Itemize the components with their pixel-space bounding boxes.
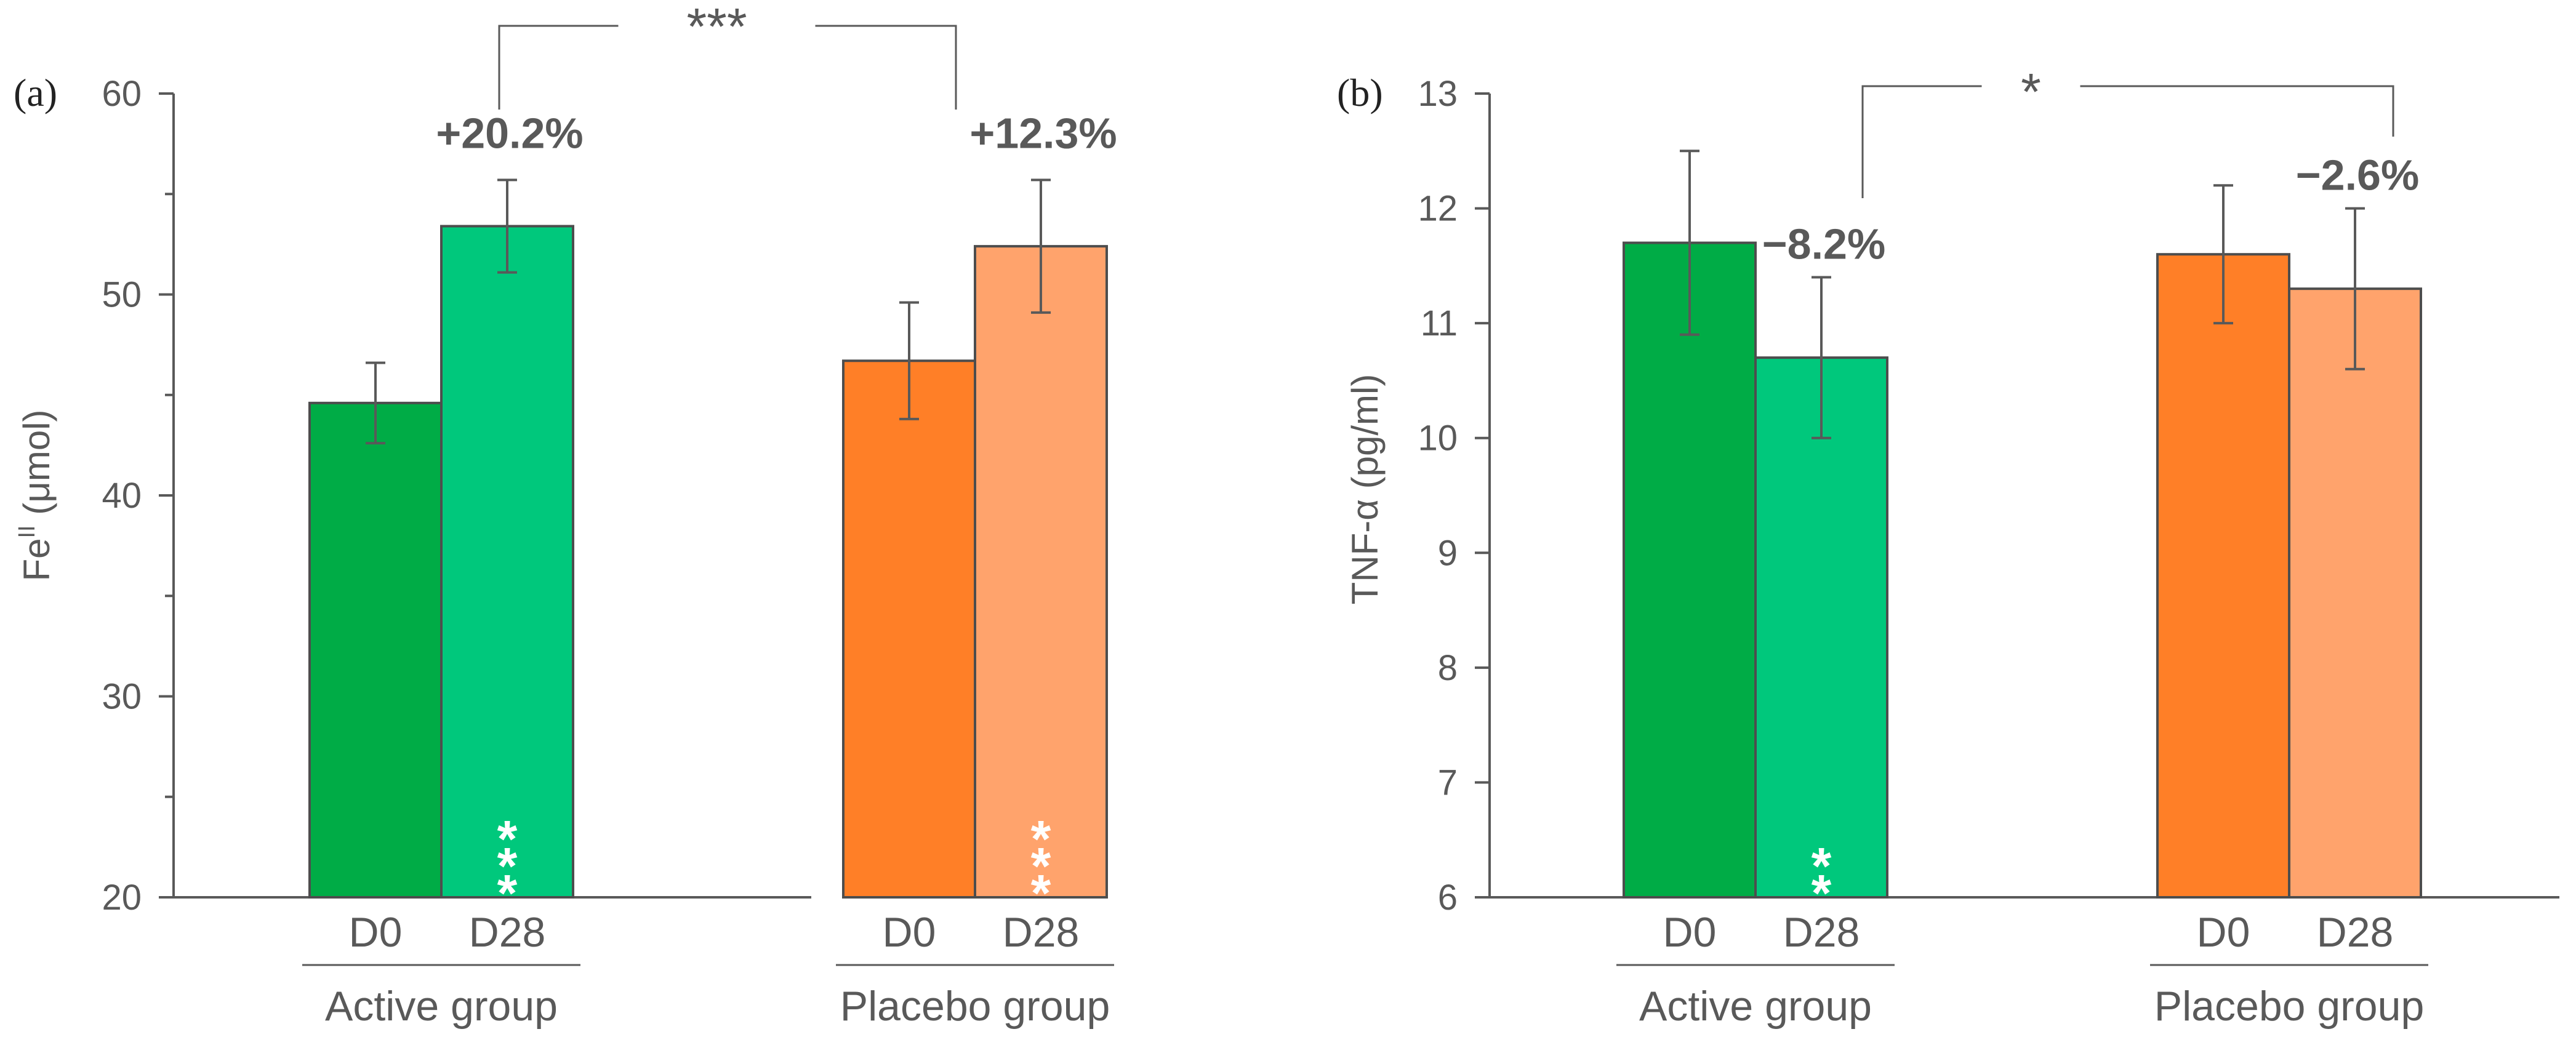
y-tick-label: 60: [102, 74, 142, 114]
bar-placebo-d28: [974, 245, 1108, 899]
y-tick-label: 8: [1438, 648, 1458, 688]
panel-letter: (b): [1337, 71, 1383, 114]
category-label: D28: [2317, 909, 2394, 956]
y-tick-label: 30: [102, 677, 142, 717]
bar-significance-asterisk: *: [497, 837, 518, 895]
y-tick-label: 10: [1418, 418, 1458, 458]
significance-bracket-right: [815, 25, 957, 110]
category-label: D28: [469, 909, 546, 956]
category-label: D0: [2197, 909, 2250, 956]
percent-change-label: −2.6%: [2296, 151, 2419, 199]
bar-active-d28: [1754, 356, 1888, 899]
group-label: Active group: [1639, 983, 1872, 1030]
y-tick-label: 12: [1418, 189, 1458, 229]
group-label: Placebo group: [2154, 983, 2425, 1030]
percent-change-label: −8.2%: [1762, 220, 1885, 268]
bar-significance-asterisk: *: [1031, 810, 1051, 868]
y-tick-label: 20: [102, 878, 142, 918]
bar-active-d28: [440, 225, 574, 899]
y-tick-label: 40: [102, 476, 142, 516]
category-label: D28: [1003, 909, 1080, 956]
bar-significance-asterisk: *: [497, 864, 518, 922]
bar-significance-asterisk: *: [1812, 864, 1832, 922]
category-label: D0: [1663, 909, 1717, 956]
bar-active-d0: [1623, 241, 1757, 899]
bar-significance-asterisk: *: [1031, 864, 1051, 922]
significance-bracket-right: [2080, 85, 2394, 137]
y-tick-label: 50: [102, 275, 142, 315]
bar-significance-asterisk: *: [1031, 837, 1051, 895]
bar-significance-asterisk: *: [1812, 837, 1832, 895]
y-tick-label: 13: [1418, 74, 1458, 114]
bar-significance-asterisk: *: [497, 810, 518, 868]
panel-letter: (a): [14, 71, 57, 114]
y-axis-title-unit: (μmol): [16, 409, 57, 525]
y-axis-title: FeII (μmol): [14, 409, 57, 581]
bar-placebo-d0: [842, 359, 976, 899]
y-tick-label: 7: [1438, 763, 1458, 803]
y-axis-title-main: Fe: [16, 538, 57, 581]
y-axis-title-sup: II: [14, 525, 40, 538]
between-group-significance: ***: [686, 0, 747, 55]
between-group-significance: *: [2021, 63, 2041, 121]
bar-placebo-d28: [2288, 287, 2422, 899]
category-label: D28: [1783, 909, 1860, 956]
category-label: D0: [349, 909, 403, 956]
y-tick-label: 6: [1438, 878, 1458, 918]
significance-bracket-left: [498, 25, 619, 110]
y-axis-title: TNF-α (pg/ml): [1344, 374, 1386, 605]
y-tick-label: 9: [1438, 533, 1458, 573]
significance-bracket-left: [1861, 85, 1982, 198]
group-label: Active group: [325, 983, 558, 1030]
bar-active-d0: [308, 401, 443, 899]
group-label: Placebo group: [840, 983, 1110, 1030]
category-label: D0: [883, 909, 936, 956]
percent-change-label: +12.3%: [969, 109, 1117, 157]
y-tick-label: 11: [1421, 303, 1458, 343]
percent-change-label: +20.2%: [436, 109, 583, 157]
bar-placebo-d0: [2156, 253, 2290, 899]
